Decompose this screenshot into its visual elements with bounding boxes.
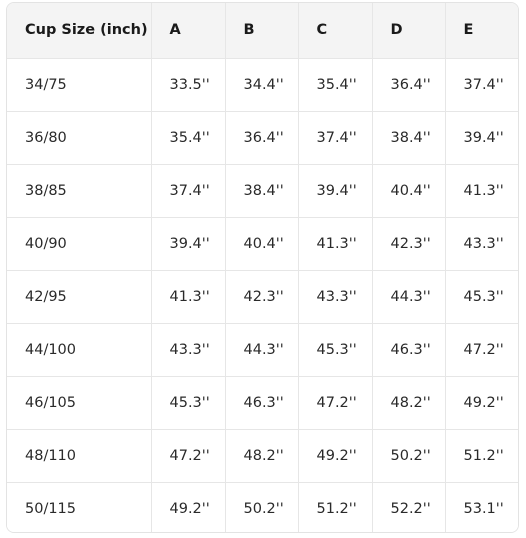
row-label-cell: 46/105 (7, 376, 152, 430)
table-row: 48/110 47.2'' 48.2'' 49.2'' 50.2'' 51.2'… (7, 429, 518, 483)
table-row: 36/80 35.4'' 36.4'' 37.4'' 38.4'' 39.4'' (7, 111, 518, 165)
table-cell: 46.3'' (225, 376, 299, 430)
table-cell: 34.4'' (225, 58, 299, 112)
table-cell: 43.3'' (151, 323, 226, 377)
table-cell: 33.5'' (151, 58, 226, 112)
table-row: 40/90 39.4'' 40.4'' 41.3'' 42.3'' 43.3'' (7, 217, 518, 271)
table-cell: 50.2'' (225, 482, 299, 532)
table-cell: 43.3'' (445, 217, 518, 271)
header-row: Cup Size (inch) A B C D E (7, 3, 518, 59)
table-cell: 44.3'' (225, 323, 299, 377)
table-cell: 38.4'' (372, 111, 446, 165)
table-cell: 45.3'' (151, 376, 226, 430)
table-cell: 49.2'' (298, 429, 373, 483)
row-label-cell: 50/115 (7, 482, 152, 532)
row-label-cell: 40/90 (7, 217, 152, 271)
column-header-b: B (225, 3, 299, 59)
table-cell: 47.2'' (445, 323, 518, 377)
table-cell: 49.2'' (445, 376, 518, 430)
table-cell: 44.3'' (372, 270, 446, 324)
table-cell: 42.3'' (225, 270, 299, 324)
table-cell: 51.2'' (298, 482, 373, 532)
table-cell: 51.2'' (445, 429, 518, 483)
table-row: 46/105 45.3'' 46.3'' 47.2'' 48.2'' 49.2'… (7, 376, 518, 430)
table-cell: 40.4'' (372, 164, 446, 218)
table-cell: 50.2'' (372, 429, 446, 483)
column-header-a: A (151, 3, 226, 59)
table-cell: 37.4'' (445, 58, 518, 112)
size-chart-table: Cup Size (inch) A B C D E 34/75 33.5'' 3… (7, 3, 518, 532)
table-row: 44/100 43.3'' 44.3'' 45.3'' 46.3'' 47.2'… (7, 323, 518, 377)
column-header-c: C (298, 3, 373, 59)
table-cell: 49.2'' (151, 482, 226, 532)
column-header-e: E (445, 3, 518, 59)
table-cell: 45.3'' (445, 270, 518, 324)
table-cell: 39.4'' (445, 111, 518, 165)
table-cell: 53.1'' (445, 482, 518, 532)
table-row: 50/115 49.2'' 50.2'' 51.2'' 52.2'' 53.1'… (7, 482, 518, 532)
table-cell: 41.3'' (151, 270, 226, 324)
table-cell: 36.4'' (372, 58, 446, 112)
table-cell: 47.2'' (298, 376, 373, 430)
table-cell: 35.4'' (298, 58, 373, 112)
table-cell: 35.4'' (151, 111, 226, 165)
table-cell: 48.2'' (372, 376, 446, 430)
column-header-d: D (372, 3, 446, 59)
table-cell: 40.4'' (225, 217, 299, 271)
row-label-cell: 44/100 (7, 323, 152, 377)
table-cell: 36.4'' (225, 111, 299, 165)
table-cell: 39.4'' (151, 217, 226, 271)
table-cell: 52.2'' (372, 482, 446, 532)
table-cell: 39.4'' (298, 164, 373, 218)
table-cell: 46.3'' (372, 323, 446, 377)
table-cell: 41.3'' (298, 217, 373, 271)
table-header: Cup Size (inch) A B C D E (7, 3, 518, 59)
column-header-cup-size: Cup Size (inch) (7, 3, 152, 59)
table-cell: 43.3'' (298, 270, 373, 324)
row-label-cell: 38/85 (7, 164, 152, 218)
row-label-cell: 48/110 (7, 429, 152, 483)
row-label-cell: 42/95 (7, 270, 152, 324)
size-chart-table-container: Cup Size (inch) A B C D E 34/75 33.5'' 3… (6, 2, 519, 533)
table-cell: 45.3'' (298, 323, 373, 377)
table-row: 34/75 33.5'' 34.4'' 35.4'' 36.4'' 37.4'' (7, 58, 518, 112)
table-cell: 48.2'' (225, 429, 299, 483)
row-label-cell: 34/75 (7, 58, 152, 112)
table-cell: 42.3'' (372, 217, 446, 271)
table-cell: 37.4'' (151, 164, 226, 218)
table-cell: 38.4'' (225, 164, 299, 218)
row-label-cell: 36/80 (7, 111, 152, 165)
table-row: 38/85 37.4'' 38.4'' 39.4'' 40.4'' 41.3'' (7, 164, 518, 218)
table-cell: 47.2'' (151, 429, 226, 483)
table-body: 34/75 33.5'' 34.4'' 35.4'' 36.4'' 37.4''… (7, 58, 518, 532)
table-row: 42/95 41.3'' 42.3'' 43.3'' 44.3'' 45.3'' (7, 270, 518, 324)
table-cell: 41.3'' (445, 164, 518, 218)
table-cell: 37.4'' (298, 111, 373, 165)
